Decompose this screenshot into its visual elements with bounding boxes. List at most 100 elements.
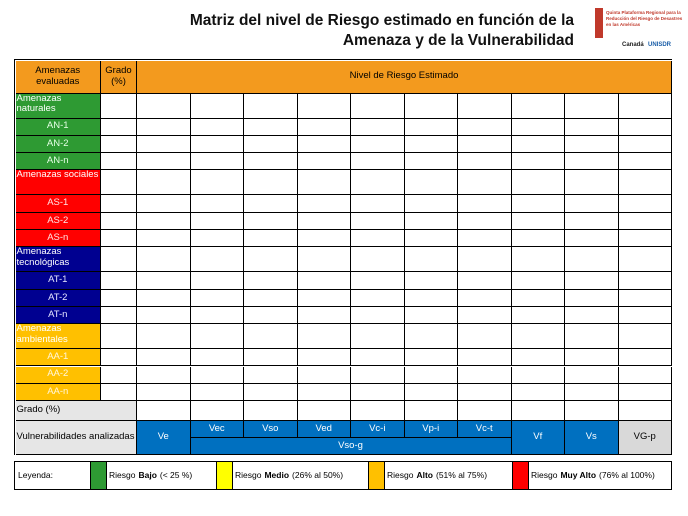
empty-cell [511,135,565,154]
empty-cell [511,170,565,196]
empty-cell [101,212,137,230]
empty-cell [618,93,672,119]
empty-cell [297,135,351,154]
empty-cell [351,247,405,273]
empty-cell [297,195,351,213]
empty-cell [618,212,672,230]
group-label: Amenazas sociales [15,170,101,196]
empty-cell [101,306,137,325]
vulnerability-sub: Vc-i [351,421,405,438]
empty-cell [244,93,298,119]
empty-cell [101,93,137,119]
empty-cell [511,153,565,171]
threat-item: AN-2 [15,135,101,154]
empty-cell [137,153,191,171]
empty-cell [101,247,137,273]
empty-cell [190,272,244,290]
empty-cell [618,230,672,248]
threat-item: AA-n [15,383,101,402]
empty-cell [297,289,351,307]
empty-cell [404,401,458,421]
empty-cell [618,289,672,307]
empty-cell [137,306,191,325]
empty-cell [618,135,672,154]
empty-cell [137,401,191,421]
header-cell: Amenazas evaluadas [15,60,101,94]
table [14,59,672,455]
empty-cell [351,93,405,119]
empty-cell [511,230,565,248]
logo-unisdr: UNISDR [648,42,672,48]
empty-cell [244,401,298,421]
empty-cell [404,153,458,171]
logo-canada: Canadá [622,42,644,48]
empty-cell [351,195,405,213]
empty-cell [244,366,298,384]
title: Matriz del nivel de Riesgo estimado en f… [189,12,574,29]
empty-cell [244,170,298,196]
empty-cell [458,135,512,154]
header-cell: Grado (%) [101,60,137,94]
empty-cell [101,383,137,402]
empty-cell [458,170,512,196]
empty-cell [244,383,298,402]
empty-cell [244,230,298,248]
empty-cell [137,135,191,154]
empty-cell [458,383,512,402]
empty-cell [404,324,458,350]
legend-text: Riesgo Medio (26% al 50%) [235,470,343,480]
empty-cell [244,272,298,290]
empty-cell [190,135,244,154]
logo-mark [595,8,603,38]
empty-cell [565,118,619,136]
empty-cell [565,195,619,213]
empty-cell [137,212,191,230]
empty-cell [458,349,512,367]
empty-cell [404,306,458,325]
empty-cell [565,366,619,384]
empty-cell [190,306,244,325]
legend-swatch [512,462,529,489]
empty-cell [565,170,619,196]
empty-cell [618,383,672,402]
empty-cell [511,306,565,325]
legend-range: (76% al 100%) [599,470,655,480]
legend-range: (26% al 50%) [292,470,344,480]
empty-cell [458,118,512,136]
empty-cell [511,272,565,290]
empty-cell [190,324,244,350]
empty-cell [511,195,565,213]
empty-cell [511,289,565,307]
empty-cell [351,366,405,384]
vulnerability-group: Vso-g [190,438,512,455]
empty-cell [511,383,565,402]
empty-cell [297,212,351,230]
group-label: Amenazas ambientales [15,324,101,350]
vulnerability-sub: Vc-t [458,421,512,438]
threat-item: AT-n [15,306,101,325]
empty-cell [565,289,619,307]
logo-text: Quinta Plataforma Regional para la [606,10,681,15]
empty-cell [190,170,244,196]
empty-cell [404,349,458,367]
legend-swatch [368,462,385,489]
empty-cell [190,401,244,421]
empty-cell [137,93,191,119]
legend-prefix: Riesgo [531,470,558,480]
empty-cell [101,272,137,290]
empty-cell [244,324,298,350]
empty-cell [351,349,405,367]
empty-cell [244,247,298,273]
empty-cell [190,289,244,307]
empty-cell [351,272,405,290]
empty-cell [190,212,244,230]
empty-cell [190,195,244,213]
empty-cell [190,383,244,402]
empty-cell [511,366,565,384]
empty-cell [244,195,298,213]
empty-cell [244,118,298,136]
legend [14,461,672,490]
empty-cell [244,212,298,230]
empty-cell [511,324,565,350]
